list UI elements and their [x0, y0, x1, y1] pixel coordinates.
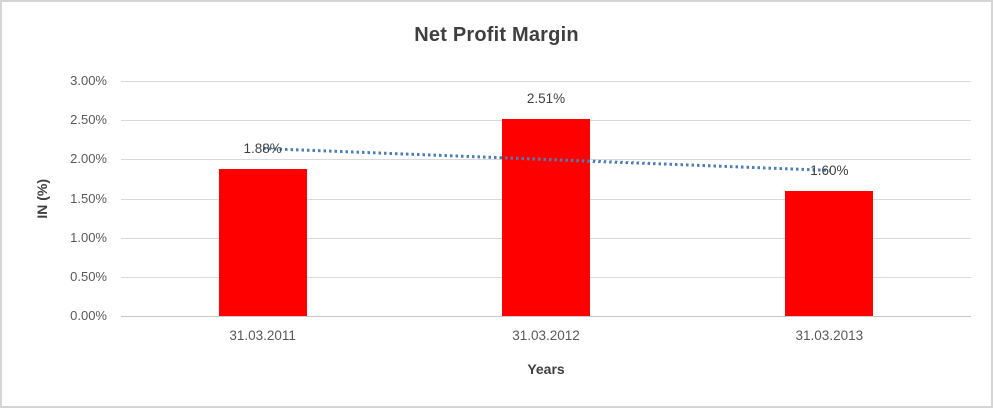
data-label-2012: 2.51%: [526, 91, 566, 107]
x-category-label: 31.03.2013: [795, 328, 864, 343]
y-tick-label: 1.00%: [70, 229, 107, 245]
y-tick-label: 0.00%: [70, 308, 107, 323]
y-tick-label: 0.50%: [70, 268, 107, 284]
x-axis-title: Years: [527, 361, 565, 377]
x-axis-line: [121, 316, 971, 317]
data-label-2013: 1.60%: [810, 162, 849, 178]
plot-area: 1.88% 2.51% 1.60% 31.03.2011 31.03.2012 …: [121, 81, 971, 343]
bar-31.03.2012: [502, 119, 590, 316]
chart-title: Net Profit Margin: [414, 24, 579, 46]
data-label-2011: 1.88%: [243, 140, 282, 156]
y-tick-label: 2.50%: [70, 112, 107, 128]
y-tick-label: 3.00%: [70, 73, 107, 88]
bar-31.03.2011: [218, 168, 307, 316]
y-axis-tick-labels: 3.00% 2.50% 2.00% 1.50% 1.00% 0.50% 0.00…: [2, 73, 107, 323]
x-category-label: 31.03.2012: [512, 328, 580, 343]
y-tick-label: 1.50%: [70, 190, 107, 206]
y-tick-label: 2.00%: [70, 151, 107, 167]
gridline: [121, 81, 971, 82]
x-category-label: 31.03.2011: [229, 328, 296, 343]
bar-31.03.2013: [785, 190, 874, 316]
